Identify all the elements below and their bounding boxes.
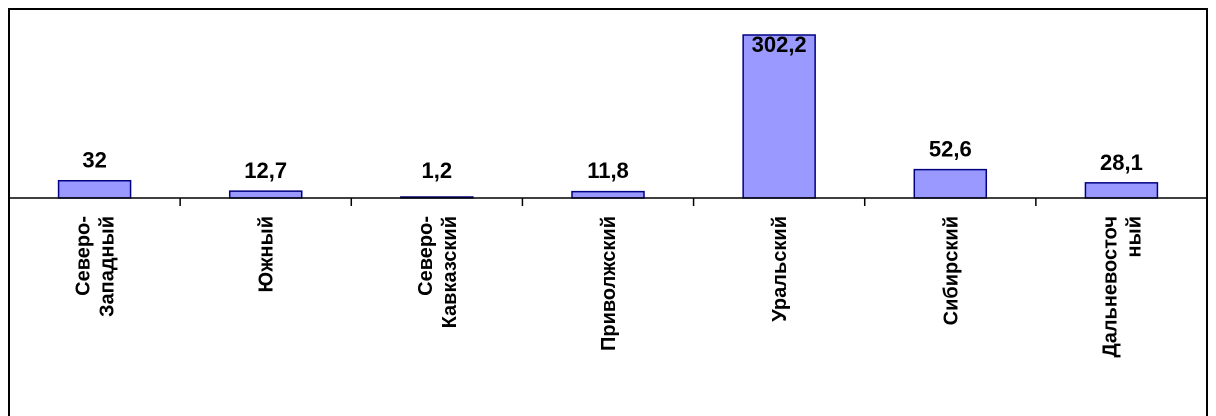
category-label: Южный bbox=[256, 216, 278, 293]
bar-value-label: 12,7 bbox=[244, 158, 287, 183]
value-labels-group: 32 12,7 1,2 11,8 302,2 52,6 28,1 bbox=[82, 32, 1143, 183]
bar bbox=[913, 168, 988, 199]
bar bbox=[742, 34, 816, 199]
plot-frame bbox=[8, 8, 1208, 416]
category-labels-group: Северо- Западный Южный Северо- Кавказский При… bbox=[73, 216, 1146, 358]
category-label: Приволжский bbox=[598, 216, 620, 351]
bar-value-label: 52,6 bbox=[929, 137, 972, 162]
category-label: Уральский bbox=[769, 216, 791, 322]
category-label: Северо- Западный bbox=[73, 216, 119, 317]
category-label-line: Уральский bbox=[769, 216, 791, 322]
category-label-line: ный bbox=[1123, 216, 1145, 257]
bar bbox=[571, 190, 645, 199]
bar-value-label: 11,8 bbox=[587, 158, 629, 183]
bar bbox=[57, 179, 132, 199]
bar-value-label: 28,1 bbox=[1100, 150, 1143, 175]
bars-group bbox=[57, 34, 1159, 199]
category-label-line: Сибирский bbox=[940, 216, 962, 325]
category-label-line: Приволжский bbox=[598, 216, 620, 351]
category-label: Северо- Кавказский bbox=[415, 216, 461, 328]
x-ticks-group bbox=[8, 198, 1208, 206]
category-label: Дальневосточ ный bbox=[1099, 216, 1145, 358]
bar bbox=[1084, 182, 1159, 199]
bar-value-label: 32 bbox=[82, 148, 106, 173]
category-label-line: Кавказский bbox=[439, 216, 461, 328]
category-label: Сибирский bbox=[940, 216, 962, 325]
bar bbox=[228, 190, 303, 199]
category-label-line: Северо- bbox=[415, 216, 437, 296]
bar-value-label: 302,2 bbox=[752, 32, 807, 57]
category-label-line: Дальневосточ bbox=[1099, 216, 1121, 358]
bar-value-label: 1,2 bbox=[422, 158, 453, 183]
category-label-line: Западный bbox=[97, 216, 119, 317]
category-label-line: Северо- bbox=[73, 216, 95, 296]
category-label-line: Южный bbox=[256, 216, 278, 293]
